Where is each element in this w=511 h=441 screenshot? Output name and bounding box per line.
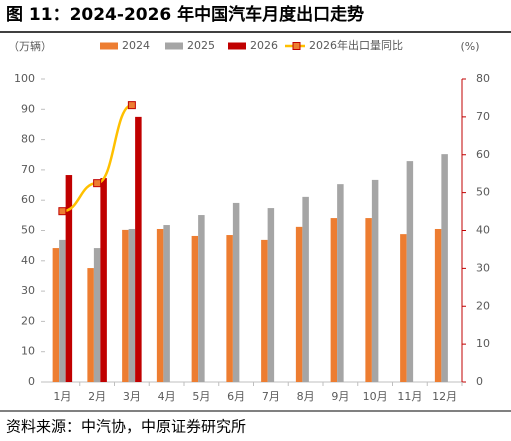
bar bbox=[406, 161, 414, 382]
y2-tick-label: 30 bbox=[476, 261, 490, 274]
bar bbox=[122, 229, 129, 382]
legend-swatch bbox=[165, 42, 183, 50]
y-tick-label: 20 bbox=[21, 314, 35, 327]
bar bbox=[261, 239, 268, 382]
bar bbox=[365, 218, 372, 382]
bar bbox=[156, 228, 164, 382]
legend-swatch bbox=[228, 42, 246, 50]
y2-tick-label: 60 bbox=[476, 148, 490, 161]
y-tick-label: 40 bbox=[21, 254, 35, 267]
bar bbox=[267, 208, 275, 382]
legend-label: 2024 bbox=[122, 39, 150, 52]
x-tick-label: 9月 bbox=[331, 390, 349, 403]
x-tick-label: 6月 bbox=[227, 390, 245, 403]
bar bbox=[226, 235, 233, 382]
bar bbox=[59, 239, 66, 382]
y-tick-label: 0 bbox=[28, 375, 35, 388]
x-tick-label: 2月 bbox=[88, 390, 106, 403]
bar bbox=[198, 215, 205, 382]
bar bbox=[295, 226, 303, 382]
y2-tick-label: 20 bbox=[476, 299, 490, 312]
y2-tick-label: 40 bbox=[476, 224, 490, 237]
x-tick-label: 3月 bbox=[123, 390, 141, 403]
y-tick-label: 60 bbox=[21, 193, 35, 206]
bar bbox=[128, 228, 136, 382]
bar bbox=[232, 202, 240, 382]
bar bbox=[87, 268, 94, 382]
y-tick-label: 10 bbox=[21, 345, 35, 358]
bar bbox=[52, 248, 60, 382]
y2-tick-label: 0 bbox=[476, 375, 483, 388]
legend-label: 2026年出口量同比 bbox=[309, 38, 403, 52]
source: 资料来源：中汽协，中原证券研究所 bbox=[6, 418, 246, 436]
y2-tick-label: 50 bbox=[476, 186, 490, 199]
legend-label: 2025 bbox=[187, 39, 215, 52]
x-tick-label: 7月 bbox=[262, 390, 280, 403]
x-tick-label: 11月 bbox=[397, 390, 422, 403]
y-tick-label: 50 bbox=[21, 224, 35, 237]
legend-swatch bbox=[292, 42, 301, 50]
bar bbox=[93, 248, 101, 382]
bar bbox=[330, 218, 338, 382]
y-tick-label: 100 bbox=[14, 72, 35, 85]
bar bbox=[191, 235, 199, 382]
line-marker bbox=[58, 207, 67, 216]
bar bbox=[302, 196, 309, 382]
bar bbox=[441, 154, 448, 382]
x-tick-label: 8月 bbox=[297, 390, 315, 403]
bar bbox=[163, 225, 170, 382]
bar bbox=[100, 178, 107, 382]
bar bbox=[337, 184, 344, 382]
bar bbox=[135, 116, 142, 382]
y-tick-label: 80 bbox=[21, 133, 35, 146]
y2-tick-label: 70 bbox=[476, 110, 490, 123]
bar bbox=[65, 175, 73, 382]
y-tick-label: 70 bbox=[21, 163, 35, 176]
chart-title: 图 11：2024-2026 年中国汽车月度出口走势 bbox=[6, 4, 364, 25]
y-tick-label: 30 bbox=[21, 284, 35, 297]
y-tick-label: 90 bbox=[21, 102, 35, 115]
y2-tick-label: 80 bbox=[476, 72, 490, 85]
y2-tick-label: 10 bbox=[476, 337, 490, 350]
x-tick-label: 12月 bbox=[432, 390, 457, 403]
x-tick-label: 10月 bbox=[363, 390, 388, 403]
line-marker bbox=[127, 101, 136, 110]
line-marker bbox=[93, 179, 102, 188]
legend-swatch bbox=[100, 42, 118, 50]
x-tick-label: 5月 bbox=[192, 390, 210, 403]
x-tick-label: 4月 bbox=[158, 390, 176, 403]
bar bbox=[371, 179, 379, 382]
x-tick-label: 1月 bbox=[53, 390, 71, 403]
y2-axis-label: (%) bbox=[460, 40, 479, 53]
line bbox=[62, 103, 133, 213]
bar bbox=[434, 228, 442, 382]
legend-label: 2026 bbox=[250, 39, 278, 52]
y-axis-label: （万辆） bbox=[8, 39, 52, 53]
bar bbox=[400, 234, 407, 382]
